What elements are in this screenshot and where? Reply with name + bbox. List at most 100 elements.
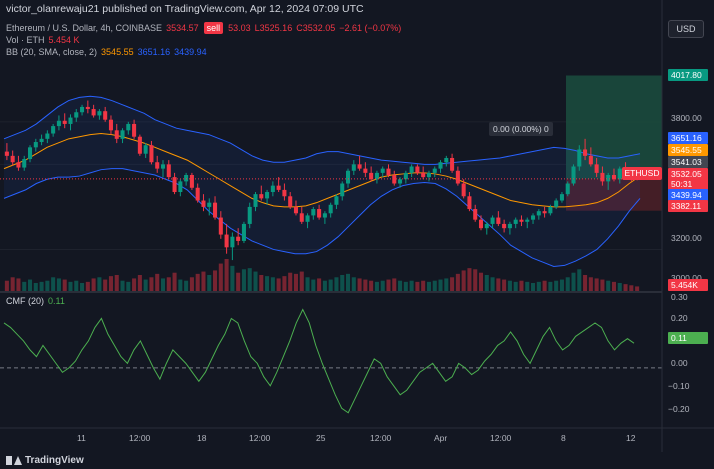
candle-body — [461, 183, 466, 197]
candle-body — [270, 185, 275, 193]
volume-bar — [259, 275, 264, 291]
candle-body — [334, 196, 339, 205]
volume-bar — [293, 273, 299, 291]
volume-bar — [68, 281, 73, 291]
candle-body — [444, 157, 449, 163]
footer-bar — [0, 452, 714, 469]
bb-basis-price-label: 3545.55 — [668, 144, 708, 156]
cmf-value: 0.11 — [48, 296, 65, 306]
volume-bar — [126, 281, 131, 291]
volume-bar — [484, 275, 489, 291]
candle-body — [74, 112, 79, 118]
candle-body — [160, 164, 166, 169]
cmf-legend[interactable]: CMF (20) 0.11 — [6, 296, 65, 306]
volume-bar — [421, 280, 426, 291]
stop-price-label[interactable]: 3382.11 — [668, 200, 708, 212]
cmf-tick-minus-0-20: −0.20 — [668, 404, 690, 414]
candle-body — [398, 179, 403, 184]
candle-body — [27, 147, 33, 160]
candle-body — [241, 223, 246, 241]
bb-legend[interactable]: BB (20, SMA, close, 2) 3545.55 3651.16 3… — [6, 47, 207, 57]
volume-legend[interactable]: Vol · ETH 5.454 K — [6, 35, 80, 45]
candle-body — [4, 151, 9, 156]
time-tick: 18 — [197, 433, 207, 443]
sell-button[interactable]: sell — [203, 22, 224, 34]
volume-bar — [195, 273, 200, 291]
volume-bar — [39, 281, 44, 291]
candle-body — [114, 130, 119, 139]
volume-bar — [600, 279, 605, 291]
candle-body — [502, 223, 507, 229]
volume-bar — [426, 281, 431, 291]
volume-bar — [184, 280, 189, 291]
price-tick-3200: 3200.00 — [671, 233, 702, 243]
tradingview-logo-icon — [6, 456, 22, 465]
candle-body — [571, 166, 576, 184]
candle-body — [195, 187, 200, 201]
candle-body — [380, 168, 385, 173]
volume-bar — [617, 283, 622, 291]
volume-bar — [583, 275, 588, 291]
volume-bar — [490, 277, 495, 291]
bb-fill — [4, 96, 640, 267]
volume-bar — [166, 277, 171, 291]
volume-bar — [548, 281, 553, 291]
candle-body — [33, 142, 38, 148]
target-price-label[interactable]: 4017.80 — [668, 69, 708, 81]
tradingview-logo[interactable]: TradingView — [6, 455, 84, 466]
candle-body — [386, 168, 391, 175]
candle-body — [68, 117, 73, 124]
time-tick: 8 — [561, 433, 566, 443]
candle-body — [126, 123, 131, 131]
candle-body — [554, 200, 559, 207]
symbol-legend[interactable]: Ethereum / U.S. Dollar, 4h, COINBASE 353… — [6, 22, 401, 34]
volume-bar — [253, 271, 258, 291]
candle-body — [600, 172, 605, 182]
volume-bar — [160, 278, 166, 291]
candle-body — [247, 206, 252, 224]
high-value: 53.03 — [228, 23, 251, 33]
candle-body — [374, 172, 379, 180]
candle-body — [155, 162, 160, 169]
brand-name: TradingView — [25, 455, 84, 466]
volume-bar — [392, 278, 397, 291]
volume-bar — [322, 280, 327, 291]
candle-body — [207, 202, 212, 207]
time-tick: 25 — [316, 433, 326, 443]
volume-bar — [554, 280, 559, 291]
cmf-value-label: 0.11 — [668, 332, 708, 344]
volume-bar — [74, 280, 79, 291]
candle-body — [415, 166, 420, 173]
open-value: 3534.57 — [166, 23, 199, 33]
bb-lower-price-label: 3439.94 — [668, 189, 708, 201]
time-tick: 12:00 — [129, 433, 151, 443]
volume-bar — [450, 277, 455, 291]
cmf-line — [3, 308, 635, 414]
volume-bar — [80, 283, 85, 291]
volume-bar — [22, 281, 27, 291]
cmf-tick-minus-0-10: −0.10 — [668, 381, 690, 391]
time-tick: Apr — [434, 433, 448, 443]
candle-body — [426, 172, 431, 178]
currency-button[interactable]: USD — [668, 20, 704, 38]
volume-bar — [409, 280, 414, 291]
candle-body — [559, 194, 564, 201]
candle-body — [276, 185, 281, 190]
candle-body — [56, 120, 61, 127]
bb-label: BB (20, SMA, close, 2) — [6, 47, 98, 57]
candle-body — [236, 236, 241, 241]
volume-bar — [33, 283, 38, 291]
candle-body — [467, 196, 472, 210]
volume-bar — [444, 278, 449, 291]
bb-basis-value: 3545.55 — [101, 47, 134, 57]
candle-body — [293, 206, 299, 214]
volume-bar — [467, 268, 472, 291]
candle-body — [311, 209, 316, 216]
candle-body — [583, 149, 588, 156]
volume-bar — [224, 259, 229, 291]
time-tick: 12 — [626, 433, 636, 443]
volume-bar — [241, 269, 246, 291]
volume-bar — [502, 279, 507, 291]
